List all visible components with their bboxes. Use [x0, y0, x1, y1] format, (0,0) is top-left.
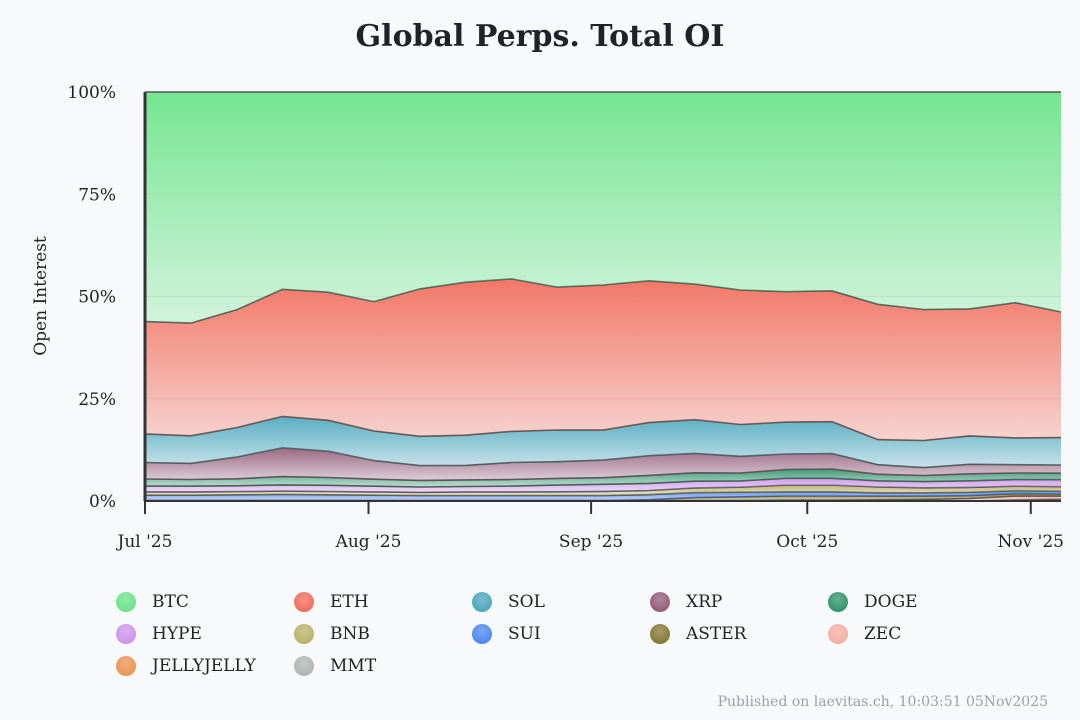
area-btc [145, 92, 1061, 324]
legend-label: ASTER [686, 624, 747, 644]
y-tick-label: 0% [89, 492, 116, 512]
legend-label: MMT [330, 656, 377, 676]
legend-item-jellyjelly[interactable]: JELLYJELLY [116, 654, 294, 678]
y-tick-label: 100% [67, 83, 116, 103]
legend-item-bnb[interactable]: BNB [294, 622, 472, 646]
legend-label: ETH [330, 592, 369, 612]
legend-label: JELLYJELLY [152, 656, 256, 676]
y-tick-label: 50% [78, 288, 116, 308]
legend-item-mmt[interactable]: MMT [294, 654, 472, 678]
legend-label: BNB [330, 624, 370, 644]
area-bnb [145, 485, 1061, 496]
area-series [144, 91, 1062, 502]
legend-item-doge[interactable]: DOGE [828, 590, 1006, 614]
legend-label: DOGE [864, 592, 918, 612]
legend-swatch [472, 624, 492, 644]
legend-label: HYPE [152, 624, 202, 644]
chart-title: Global Perps. Total OI [356, 19, 725, 54]
legend-swatch [294, 624, 314, 644]
legend-swatch [294, 656, 314, 676]
legend-swatch [828, 624, 848, 644]
x-tick-label: Nov '25 [998, 532, 1064, 552]
x-tick-label: Sep '25 [559, 532, 623, 552]
area-eth [145, 278, 1061, 441]
y-axis-label: Open Interest [31, 236, 51, 356]
legend-item-hype[interactable]: HYPE [116, 622, 294, 646]
legend-label: SOL [508, 592, 545, 612]
legend-label: ZEC [864, 624, 902, 644]
legend-item-eth[interactable]: ETH [294, 590, 472, 614]
legend-swatch [116, 624, 136, 644]
y-tick-label: 75% [78, 185, 116, 205]
legend: BTC ETH SOL XRP DOGE HYPE BNB SUI ASTER ZEC JELLYJ… [116, 590, 1016, 678]
legend-swatch [294, 592, 314, 612]
legend-item-btc[interactable]: BTC [116, 590, 294, 614]
x-tick-label: Aug '25 [335, 532, 402, 552]
legend-label: XRP [686, 592, 723, 612]
area-xrp [145, 447, 1061, 481]
legend-item-xrp[interactable]: XRP [650, 590, 828, 614]
legend-label: BTC [152, 592, 189, 612]
legend-item-sui[interactable]: SUI [472, 622, 650, 646]
stacked-area-chart: Global Perps. Total OI Open Interest 0% 2… [31, 19, 1064, 552]
legend-item-zec[interactable]: ZEC [828, 622, 1006, 646]
legend-item-sol[interactable]: SOL [472, 590, 650, 614]
legend-swatch [828, 592, 848, 612]
legend-swatch [116, 656, 136, 676]
legend-swatch [116, 592, 136, 612]
legend-swatch [472, 592, 492, 612]
y-tick-label: 25% [78, 390, 116, 410]
area-hype [145, 478, 1061, 493]
legend-swatch [650, 592, 670, 612]
x-axis-ticks: Jul '25 Aug '25 Sep '25 Oct '25 Nov '25 [116, 501, 1064, 552]
x-tick-label: Oct '25 [776, 532, 838, 552]
published-footer: Published on laevitas.ch, 10:03:51 05Nov… [717, 694, 1048, 710]
y-axis-ticks: 0% 25% 50% 75% 100% [67, 83, 116, 512]
area-sol [145, 416, 1061, 468]
legend-swatch [650, 624, 670, 644]
x-tick-label: Jul '25 [116, 532, 173, 552]
area-aster [145, 493, 1061, 501]
legend-item-aster[interactable]: ASTER [650, 622, 828, 646]
legend-label: SUI [508, 624, 541, 644]
